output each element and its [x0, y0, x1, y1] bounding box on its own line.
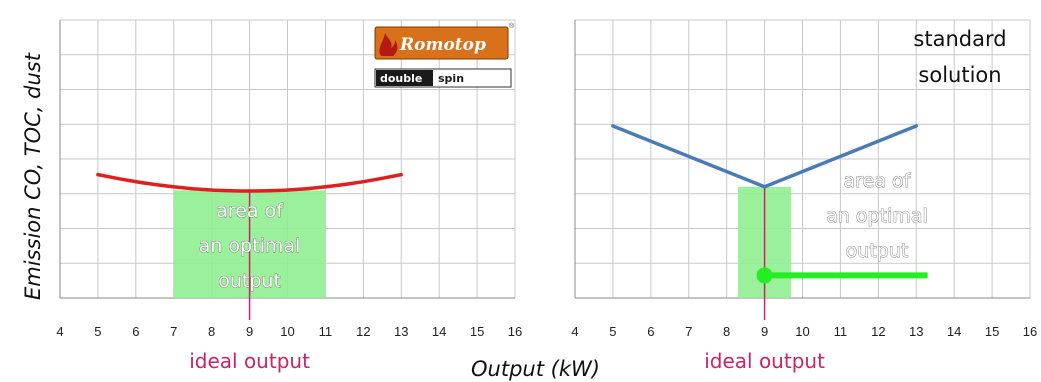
ideal-output-label: ideal output: [704, 349, 825, 373]
x-tick-label: 10: [795, 324, 809, 339]
standard-chart-panel: 4 5 6 7 8 9 10 11 12 13 14 15 16 area of an optimal out…: [571, 19, 1037, 373]
optimal-area-label: output: [218, 270, 281, 292]
x-tick-label: 15: [470, 324, 484, 339]
flame-icon: [379, 33, 398, 56]
x-tick-label: 14: [947, 324, 961, 339]
optimal-area-label: an optimal: [826, 205, 928, 227]
registered-mark: ®: [509, 22, 515, 30]
x-tick-label: 9: [246, 324, 253, 339]
x-tick-label: 4: [56, 324, 63, 339]
double-spin-left-text: double: [380, 72, 422, 85]
x-tick-label: 13: [394, 324, 408, 339]
optimal-area-label: output: [846, 240, 909, 262]
x-tick-label: 5: [94, 324, 101, 339]
x-tick-label: 9: [761, 324, 768, 339]
standard-solution-label: standard: [913, 27, 1006, 51]
x-tick-label: 11: [834, 324, 848, 339]
x-tick-label: 15: [985, 324, 999, 339]
x-tick-label: 14: [432, 324, 446, 339]
x-tick-label: 16: [508, 324, 522, 339]
x-tick-label: 13: [909, 324, 923, 339]
y-axis-label: Emission CO, TOC, dust: [21, 52, 45, 300]
ideal-output-label: ideal output: [189, 349, 310, 373]
romotop-logo: Romotop ®: [374, 22, 515, 60]
x-tick-label: 5: [609, 324, 616, 339]
x-tick-label: 6: [647, 324, 654, 339]
optimal-output-dot: [756, 267, 773, 284]
x-tick-label: 11: [319, 324, 333, 339]
x-tick-label: 7: [170, 324, 177, 339]
double-spin-right-text: spin: [438, 72, 464, 85]
standard-solution-label: solution: [918, 63, 1001, 87]
x-tick-label: 6: [132, 324, 139, 339]
x-tick-label: 12: [356, 324, 370, 339]
x-tick-label: 10: [280, 324, 294, 339]
optimal-area-label: an optimal: [199, 235, 301, 257]
romotop-emission-curve: [96, 172, 403, 193]
x-tick-label: 12: [871, 324, 885, 339]
optimal-area-label: area of: [216, 200, 284, 222]
x-tick-label: 8: [723, 324, 730, 339]
x-tick-label: 7: [685, 324, 692, 339]
double-spin-logo: double spin: [374, 68, 512, 88]
x-tick-label: 16: [1023, 324, 1037, 339]
optimal-area-label: area of: [844, 170, 912, 192]
x-axis-label: Output (kW): [471, 357, 600, 381]
standard-emission-curve: [611, 124, 918, 189]
romotop-logo-text: Romotop: [399, 35, 486, 55]
x-tick-label: 8: [208, 324, 215, 339]
x-tick-label: 4: [571, 324, 578, 339]
romotop-chart-panel: 4 5 6 7 8 9 10 11 12 13 14 15 16 area of an optimal out…: [56, 19, 522, 373]
